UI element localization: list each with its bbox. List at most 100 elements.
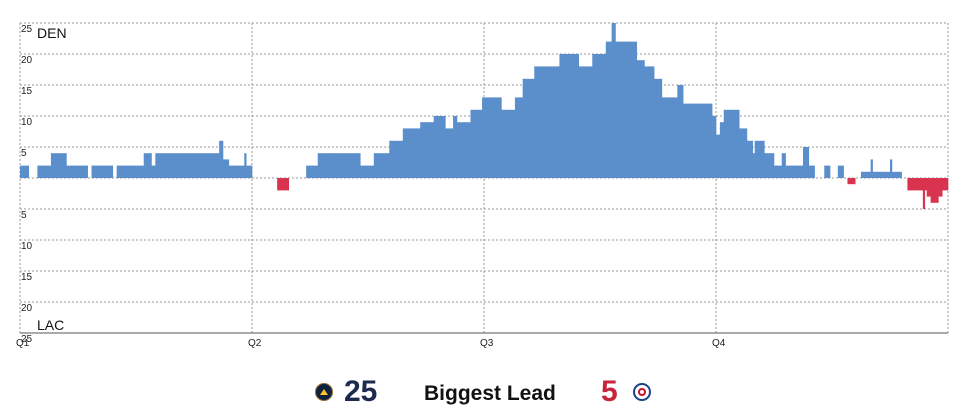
den-lead-bar	[677, 85, 684, 178]
y-tick-label: 10	[21, 117, 33, 128]
den-lead-bar	[402, 128, 421, 178]
den-lead-bar	[870, 159, 873, 178]
team-top-label: DEN	[37, 25, 67, 41]
den-lead-bar	[482, 97, 502, 178]
den-lead-bar	[739, 128, 748, 178]
den-lead-bar	[872, 171, 891, 178]
y-tick-label: 15	[21, 272, 33, 283]
team-bottom-label: LAC	[37, 317, 64, 333]
lac-biggest-lead-value: 5	[601, 375, 618, 408]
den-lead-bar	[534, 66, 547, 178]
den-lead-bar	[66, 165, 88, 178]
den-lead-bar	[20, 165, 29, 178]
den-lead-bar	[746, 140, 754, 178]
den-lead-bar	[559, 54, 580, 178]
den-biggest-lead-value: 25	[344, 375, 378, 408]
den-lead-bar	[470, 109, 483, 178]
den-lead-bar	[456, 122, 471, 178]
den-lead-bar	[891, 171, 902, 178]
den-lead-bar	[246, 165, 253, 178]
den-lead-bar	[50, 153, 67, 178]
y-tick-label: 25	[21, 334, 33, 345]
den-lead-bar	[420, 122, 435, 178]
x-tick-label: Q1	[16, 338, 30, 349]
lac-lead-bar	[277, 178, 290, 191]
den-lead-bar	[91, 165, 114, 178]
biggest-lead-title: Biggest Lead	[424, 382, 556, 405]
den-lead-bar	[785, 165, 804, 178]
den-lead-bar	[615, 41, 638, 178]
y-axis-tick-labels: 25 20 15 10 5 5 10 15 20 25	[21, 24, 33, 345]
den-lead-bar	[453, 116, 458, 178]
den-lead-bar	[522, 78, 535, 178]
den-lead-bar	[244, 153, 247, 178]
lac-lead-bar	[847, 178, 856, 185]
den-lead-bar	[445, 128, 454, 178]
den-lead-bar	[890, 159, 893, 178]
den-lead-bar	[774, 165, 783, 178]
den-lead-bar	[545, 66, 560, 178]
den-lead-bar	[808, 165, 815, 178]
den-lead-bar	[360, 165, 375, 178]
den-lead-bar	[592, 54, 607, 178]
lac-lead-bar	[930, 178, 939, 203]
den-lead-bar	[155, 153, 220, 178]
den-lead-bar	[501, 109, 516, 178]
den-lead-bar	[223, 159, 230, 178]
y-tick-label: 25	[21, 24, 33, 35]
den-lead-bar	[373, 153, 390, 178]
den-lead-bar	[578, 66, 593, 178]
den-lead-bar	[306, 165, 319, 178]
den-lead-bar	[716, 134, 721, 178]
den-lead-bar	[433, 116, 446, 178]
den-lead-bar	[143, 153, 152, 178]
den-lead-bar	[317, 153, 332, 178]
lead-tracker-chart: 25 20 15 10 5 5 10 15 20 25 Q1 Q2 Q3 Q4 DEN LAC	[16, 22, 949, 349]
x-tick-label: Q3	[480, 338, 494, 349]
den-lead-bar	[861, 171, 871, 178]
den-lead-bar	[611, 23, 616, 178]
lac-lead-bar	[922, 178, 926, 209]
y-tick-label: 15	[21, 86, 33, 97]
den-lead-bar	[389, 140, 404, 178]
den-lead-bar	[754, 140, 765, 178]
den-lead-bar	[228, 165, 245, 178]
den-lead-bar	[605, 41, 612, 178]
lead-bars	[20, 23, 949, 209]
den-lead-bar	[803, 147, 810, 178]
den-lead-bar	[683, 103, 713, 178]
den-lead-bar	[661, 97, 678, 178]
den-lead-bar	[824, 165, 831, 178]
den-lead-bar	[151, 165, 156, 178]
nuggets-logo-icon	[315, 383, 333, 401]
y-tick-label: 5	[21, 210, 27, 221]
den-lead-bar	[654, 78, 663, 178]
lac-lead-bar	[907, 178, 924, 191]
den-lead-bar	[781, 153, 786, 178]
lac-lead-bar	[942, 178, 949, 191]
lac-lead-bar	[924, 178, 928, 191]
den-lead-bar	[331, 153, 361, 178]
den-lead-bar	[219, 140, 224, 178]
x-axis-tick-labels: Q1 Q2 Q3 Q4	[16, 338, 726, 349]
x-tick-label: Q4	[712, 338, 726, 349]
den-lead-bar	[116, 165, 145, 178]
y-tick-label: 20	[21, 55, 33, 66]
clippers-logo-icon	[633, 383, 651, 401]
den-lead-bar	[514, 97, 523, 178]
y-tick-label: 10	[21, 241, 33, 252]
den-lead-bar	[752, 153, 755, 178]
lac-lead-bar	[938, 178, 943, 197]
den-lead-bar	[636, 60, 645, 179]
den-lead-bar	[719, 122, 725, 178]
x-tick-label: Q2	[248, 338, 262, 349]
den-lead-bar	[723, 109, 740, 178]
den-lead-bar	[837, 165, 844, 178]
den-lead-bar	[644, 66, 655, 178]
lac-lead-bar	[926, 178, 931, 197]
biggest-lead-legend: 25 Biggest Lead 5	[0, 372, 957, 412]
y-tick-label: 5	[21, 148, 27, 159]
den-lead-bar	[764, 153, 775, 178]
den-lead-bar	[37, 165, 52, 178]
y-tick-label: 20	[21, 303, 33, 314]
